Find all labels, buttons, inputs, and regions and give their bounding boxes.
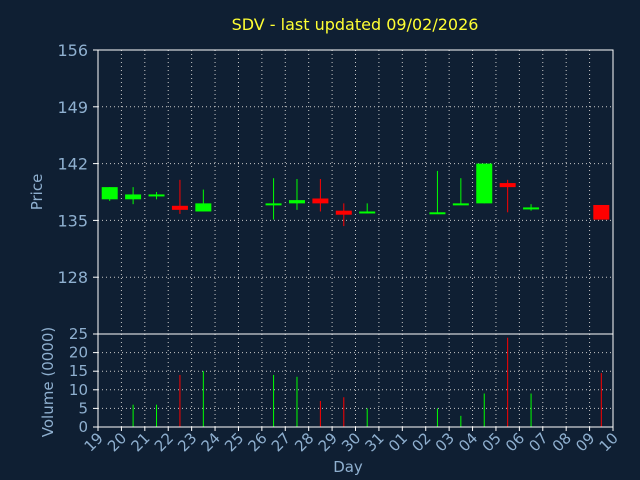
day-tick-label: 01 <box>385 429 411 455</box>
candle-body <box>429 212 446 215</box>
day-tick-label: 21 <box>127 429 153 455</box>
day-tick-label: 27 <box>268 429 294 455</box>
day-tick-label: 24 <box>198 429 224 455</box>
price-tick-label: 128 <box>57 268 88 287</box>
volume-bars <box>132 337 602 427</box>
day-tick-label: 05 <box>479 429 505 455</box>
candle-body <box>312 198 329 204</box>
volume-tick-label: 0 <box>78 418 88 436</box>
volume-tick-label: 10 <box>69 381 88 399</box>
day-tick-label: 29 <box>315 429 341 455</box>
day-tick-label: 02 <box>408 429 434 455</box>
candle-body <box>265 203 282 206</box>
day-x-ticks: 1920212223242526272829303101020304050607… <box>81 427 622 455</box>
day-axis-label: Day <box>333 458 363 476</box>
price-tick-label: 149 <box>57 98 88 117</box>
candle-body <box>523 207 540 210</box>
price-tick-label: 142 <box>57 155 88 174</box>
candle-body <box>125 194 142 200</box>
candle-body <box>148 194 165 197</box>
price-tick-label: 135 <box>57 211 88 230</box>
candle-body <box>101 187 118 200</box>
candle-body <box>499 183 516 188</box>
candle-body <box>476 163 493 204</box>
price-y-ticks: 128 135 142 149 156 <box>57 41 98 287</box>
chart-title: SDV - last updated 09/02/2026 <box>232 15 479 34</box>
volume-plot-frame <box>97 333 614 428</box>
price-tick-label: 156 <box>57 41 88 60</box>
day-tick-label: 20 <box>104 429 130 455</box>
candle-body <box>335 210 352 215</box>
day-tick-label: 03 <box>432 429 458 455</box>
candle-body <box>452 203 469 206</box>
price-axis-label: Price <box>28 174 46 211</box>
volume-axis-label: Volume (0000) <box>39 327 57 437</box>
day-tick-label: 23 <box>174 429 200 455</box>
candle-body <box>593 204 610 220</box>
day-tick-label: 09 <box>572 429 598 455</box>
price-grid <box>98 50 613 334</box>
day-tick-label: 26 <box>244 429 270 455</box>
day-tick-label: 28 <box>291 429 317 455</box>
day-tick-label: 07 <box>525 429 551 455</box>
volume-tick-label: 25 <box>69 325 88 343</box>
volume-tick-label: 5 <box>78 399 88 417</box>
volume-tick-label: 15 <box>69 362 88 380</box>
volume-tick-label: 20 <box>69 344 88 362</box>
candle-body <box>171 205 188 210</box>
price-candles <box>101 163 610 227</box>
candle-body <box>359 211 376 214</box>
day-tick-label: 10 <box>596 429 622 455</box>
day-tick-label: 04 <box>455 429 481 455</box>
candle-body <box>288 200 305 204</box>
day-tick-label: 25 <box>221 429 247 455</box>
day-tick-label: 08 <box>549 429 575 455</box>
candle-body <box>195 203 212 212</box>
day-tick-label: 22 <box>151 429 177 455</box>
volume-grid <box>98 334 613 427</box>
price-plot-frame <box>97 49 614 335</box>
day-tick-label: 30 <box>338 429 364 455</box>
day-tick-label: 31 <box>362 429 388 455</box>
day-tick-label: 06 <box>502 429 528 455</box>
